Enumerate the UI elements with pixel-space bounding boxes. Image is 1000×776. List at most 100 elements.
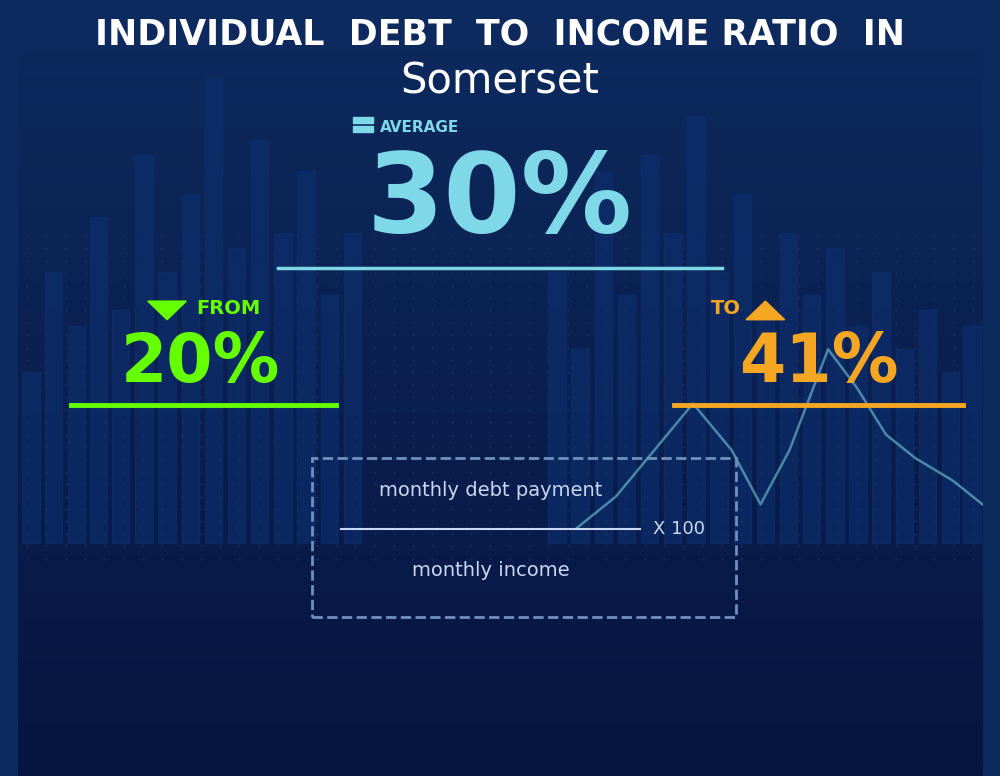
Bar (18, 595, 982, 608)
Bar (18, 634, 982, 646)
Bar (18, 130, 982, 142)
Bar (18, 621, 982, 634)
Bar (548, 272, 566, 543)
Text: FROM: FROM (196, 300, 260, 318)
Bar (896, 349, 913, 543)
Bar (18, 763, 982, 776)
Text: AVERAGE: AVERAGE (380, 120, 460, 135)
Bar (18, 155, 982, 168)
Bar (18, 233, 982, 246)
Bar (780, 233, 797, 543)
Bar (112, 310, 129, 543)
Bar (18, 324, 982, 336)
Text: 41%: 41% (739, 330, 898, 397)
Bar (18, 530, 982, 543)
Bar (22, 372, 40, 543)
Bar (297, 171, 315, 543)
Bar (18, 466, 982, 479)
Bar (664, 233, 681, 543)
Bar (18, 712, 982, 724)
Bar (18, 388, 982, 401)
Polygon shape (148, 301, 186, 320)
Bar (205, 78, 222, 543)
Bar (18, 272, 982, 285)
Bar (251, 140, 268, 543)
Bar (687, 116, 705, 543)
Bar (135, 155, 153, 543)
Bar (18, 737, 982, 750)
Bar (18, 91, 982, 103)
Bar (18, 673, 982, 685)
Bar (963, 326, 981, 543)
Bar (18, 310, 982, 324)
Bar (641, 155, 658, 543)
Bar (18, 569, 982, 582)
Bar (18, 78, 982, 91)
Bar (849, 326, 867, 543)
Bar (18, 39, 982, 52)
Bar (18, 518, 982, 530)
Bar (18, 336, 982, 349)
Bar (274, 233, 292, 543)
Bar (228, 248, 245, 543)
Bar (158, 272, 176, 543)
Bar (18, 608, 982, 621)
Bar (734, 194, 751, 543)
Bar (18, 168, 982, 181)
Bar (68, 326, 85, 543)
Bar (18, 556, 982, 569)
Text: monthly income: monthly income (412, 561, 569, 580)
Bar (18, 285, 982, 297)
Bar (353, 117, 373, 123)
Bar (45, 272, 62, 543)
Text: 30%: 30% (367, 148, 633, 255)
Bar (18, 375, 982, 388)
Bar (18, 543, 982, 556)
Text: monthly debt payment: monthly debt payment (379, 481, 602, 500)
Bar (18, 660, 982, 673)
Bar (18, 142, 982, 155)
Bar (595, 171, 612, 543)
Bar (18, 349, 982, 362)
Bar (18, 401, 982, 414)
Bar (618, 295, 635, 543)
Bar (18, 698, 982, 712)
Bar (344, 233, 361, 543)
Bar (803, 295, 820, 543)
Text: INDIVIDUAL  DEBT  TO  INCOME RATIO  IN: INDIVIDUAL DEBT TO INCOME RATIO IN (95, 18, 905, 52)
Bar (826, 248, 844, 543)
Bar (942, 372, 959, 543)
Bar (18, 194, 982, 207)
Bar (18, 13, 982, 26)
Bar (18, 362, 982, 375)
Bar (18, 414, 982, 427)
Bar (18, 479, 982, 491)
Bar (18, 0, 982, 13)
Bar (919, 310, 936, 543)
Bar (18, 724, 982, 737)
Bar (18, 207, 982, 220)
Text: 20%: 20% (121, 330, 281, 397)
Bar (18, 685, 982, 698)
Bar (321, 295, 338, 543)
Bar (18, 427, 982, 440)
Bar (710, 272, 728, 543)
Bar (18, 64, 982, 78)
Polygon shape (746, 301, 785, 320)
Bar (18, 246, 982, 258)
Bar (757, 310, 774, 543)
Bar (18, 220, 982, 233)
Bar (571, 349, 589, 543)
Bar (18, 491, 982, 504)
Bar (18, 258, 982, 272)
Bar (18, 116, 982, 130)
Bar (18, 452, 982, 466)
Bar (353, 126, 373, 132)
Bar (872, 272, 890, 543)
Bar (18, 440, 982, 452)
Bar (18, 52, 982, 64)
Bar (90, 217, 107, 543)
Bar (18, 181, 982, 194)
Bar (18, 646, 982, 660)
Bar (18, 750, 982, 763)
